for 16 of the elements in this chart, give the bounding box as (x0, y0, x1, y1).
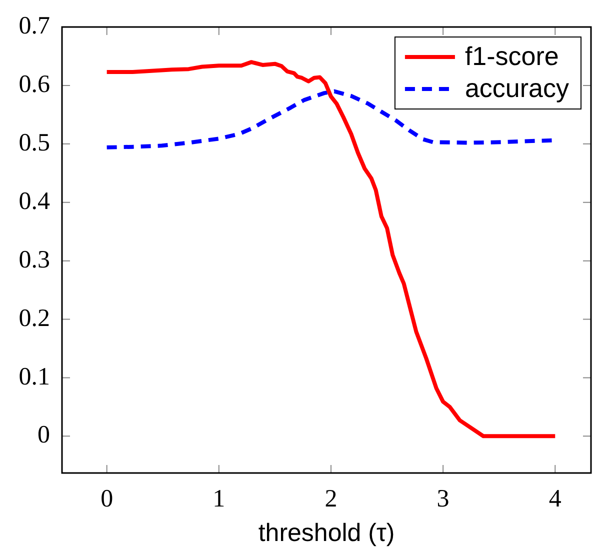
x-tick-label: 2 (324, 486, 338, 513)
y-tick-label: 0.5 (18, 129, 50, 156)
x-tick-label: 3 (436, 486, 450, 513)
y-tick-label: 0.2 (18, 304, 50, 332)
x-tick-label: 4 (548, 486, 562, 513)
legend-label: f1-score (464, 41, 559, 72)
y-tick-label: 0.3 (18, 246, 50, 274)
y-tick-label: 0.7 (18, 12, 50, 40)
legend-label: accuracy (464, 73, 570, 104)
y-tick-label: 0.1 (18, 363, 50, 390)
y-tick-label: 0 (38, 422, 50, 449)
x-tick-label: 1 (212, 486, 226, 513)
y-tick-label: 0.4 (18, 188, 50, 215)
x-tick-label: 0 (100, 486, 114, 513)
y-tick-label: 0.6 (18, 71, 50, 98)
x-axis-title: threshold (τ) (258, 518, 395, 547)
